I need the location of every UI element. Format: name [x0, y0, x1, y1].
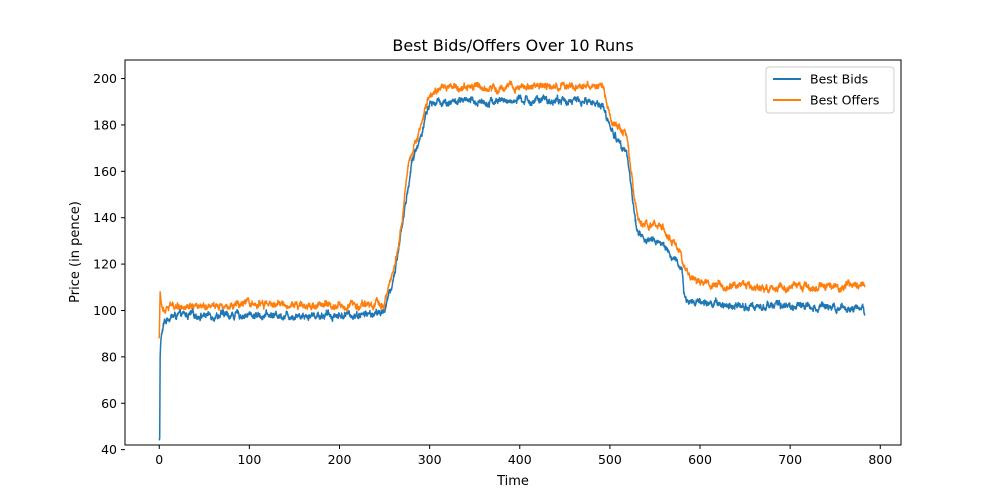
- x-tick-label: 500: [598, 452, 622, 467]
- x-tick-label: 100: [237, 452, 261, 467]
- x-tick-label: 800: [868, 452, 892, 467]
- x-tick-label: 300: [418, 452, 442, 467]
- y-tick-label: 160: [93, 164, 117, 179]
- y-tick-label: 40: [101, 442, 117, 457]
- y-tick-label: 100: [93, 303, 117, 318]
- chart-title: Best Bids/Offers Over 10 Runs: [392, 36, 633, 55]
- legend: Best Bids Best Offers: [765, 66, 895, 114]
- x-axis: 0 100 200 300 400 500 600 700 800: [155, 445, 892, 467]
- series-line-best-offers: [158, 80, 866, 339]
- y-tick-label: 140: [93, 210, 117, 225]
- plot-frame: [124, 59, 902, 446]
- series-layer: [158, 80, 866, 441]
- x-tick-label: 200: [328, 452, 352, 467]
- x-tick-label: 400: [508, 452, 532, 467]
- legend-label-best-offers: Best Offers: [810, 93, 879, 108]
- y-axis-label: Price (in pence): [68, 201, 83, 303]
- legend-label-best-bids: Best Bids: [810, 72, 868, 87]
- y-tick-label: 120: [93, 257, 117, 272]
- x-tick-label: 600: [688, 452, 712, 467]
- series-line-best-bids: [158, 94, 866, 441]
- y-tick-label: 80: [101, 349, 117, 364]
- y-axis: 40 60 80 100 120 140 160 180 200: [93, 71, 125, 457]
- x-tick-label: 0: [155, 452, 163, 467]
- x-tick-label: 700: [778, 452, 802, 467]
- y-tick-label: 180: [93, 117, 117, 132]
- y-tick-label: 200: [93, 71, 117, 86]
- y-tick-label: 60: [101, 396, 117, 411]
- x-axis-label: Time: [496, 474, 529, 489]
